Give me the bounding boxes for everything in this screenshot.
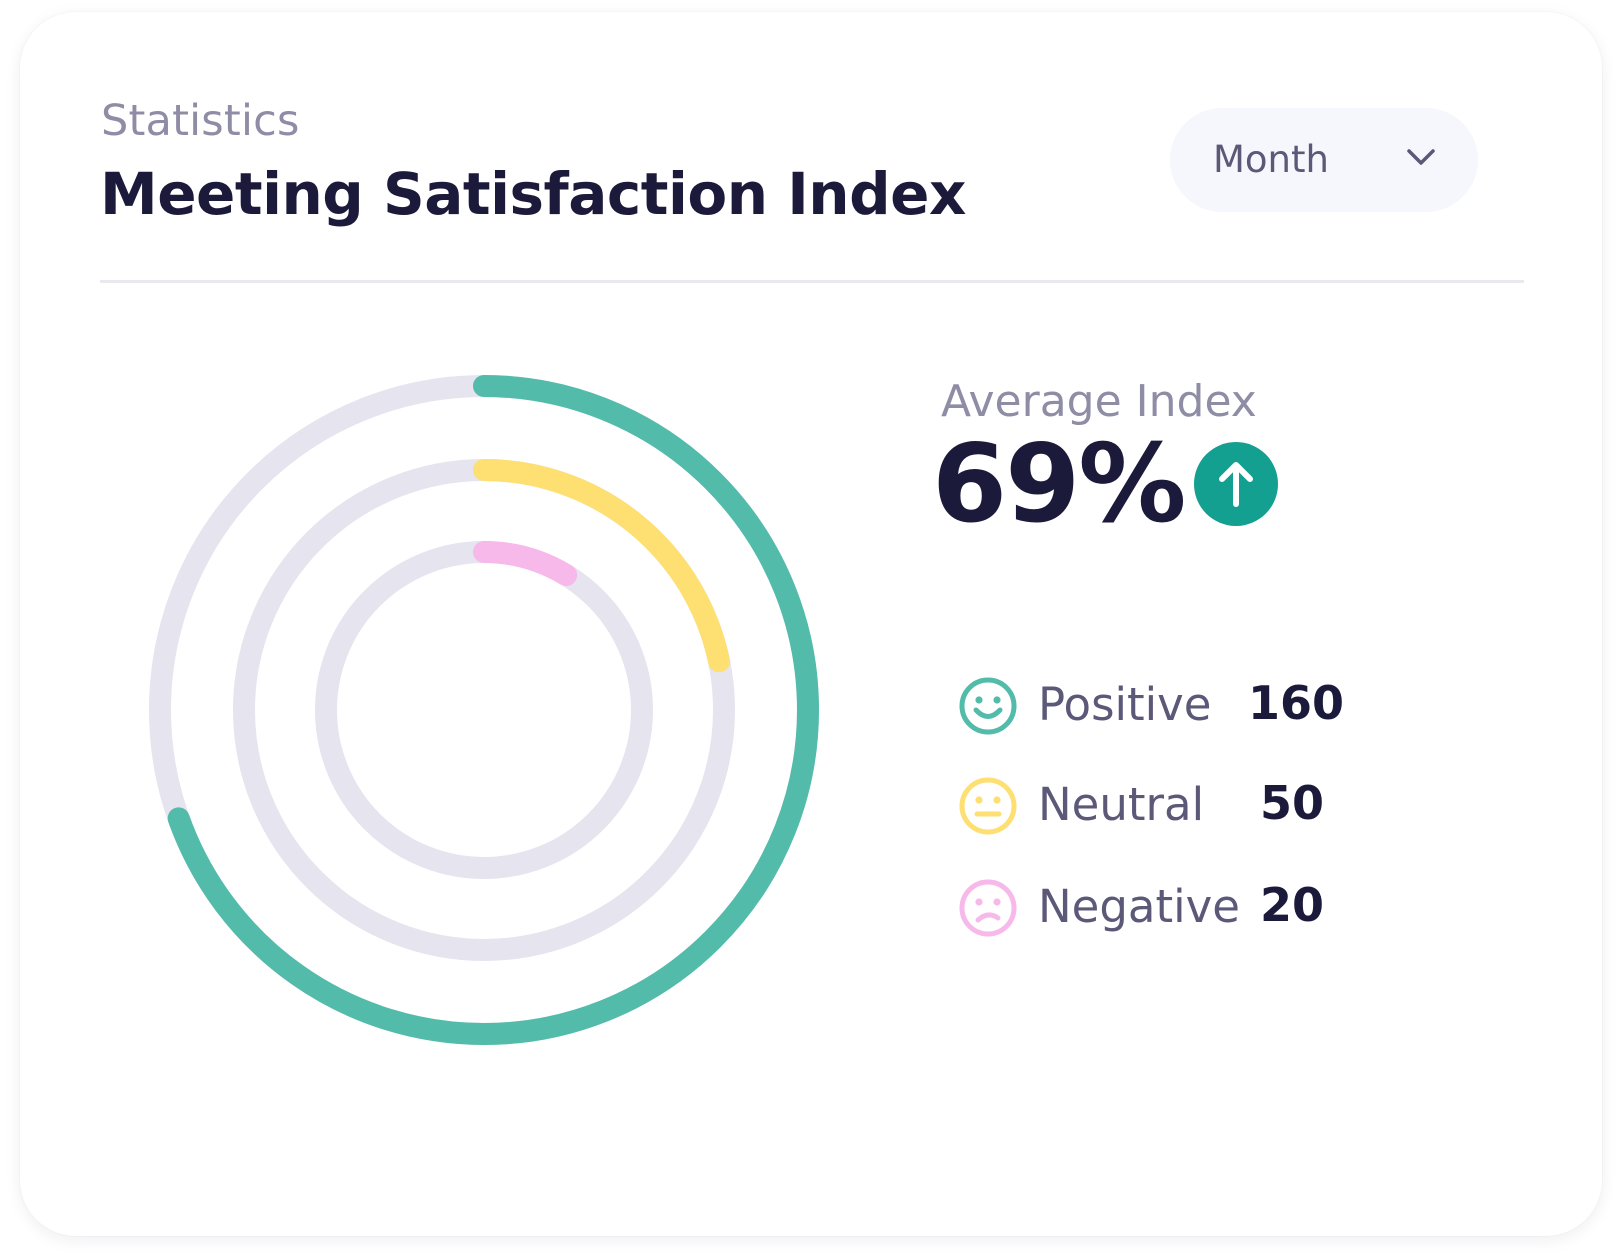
smile-icon (959, 677, 1017, 735)
period-dropdown[interactable]: Month (1170, 108, 1478, 212)
radial-chart (149, 375, 819, 1045)
average-index-value: 69% (932, 422, 1187, 547)
statistics-card: Statistics Meeting Satisfaction Index Mo… (20, 12, 1602, 1236)
legend-count-negative: 20 (1260, 878, 1325, 932)
card-title: Meeting Satisfaction Index (100, 160, 966, 228)
ring-arc-neutral (233, 459, 735, 961)
period-dropdown-value: Month (1213, 138, 1329, 181)
ring-arc-negative (315, 541, 653, 879)
legend-count-positive: 160 (1248, 676, 1345, 730)
ring-track-negative (315, 541, 653, 879)
neutral-face-icon (959, 777, 1017, 835)
ring-arc-positive (149, 375, 819, 1045)
header-divider (100, 280, 1524, 283)
legend-count-neutral: 50 (1260, 776, 1325, 830)
legend-label-positive: Positive (1038, 678, 1212, 731)
legend-label-neutral: Neutral (1038, 778, 1205, 831)
legend-label-negative: Negative (1038, 880, 1240, 933)
chevron-down-icon (1407, 149, 1435, 165)
trend-up-icon (1194, 442, 1278, 526)
card-subtitle: Statistics (101, 96, 300, 146)
sad-face-icon (959, 879, 1017, 937)
average-index-label: Average Index (941, 376, 1257, 427)
